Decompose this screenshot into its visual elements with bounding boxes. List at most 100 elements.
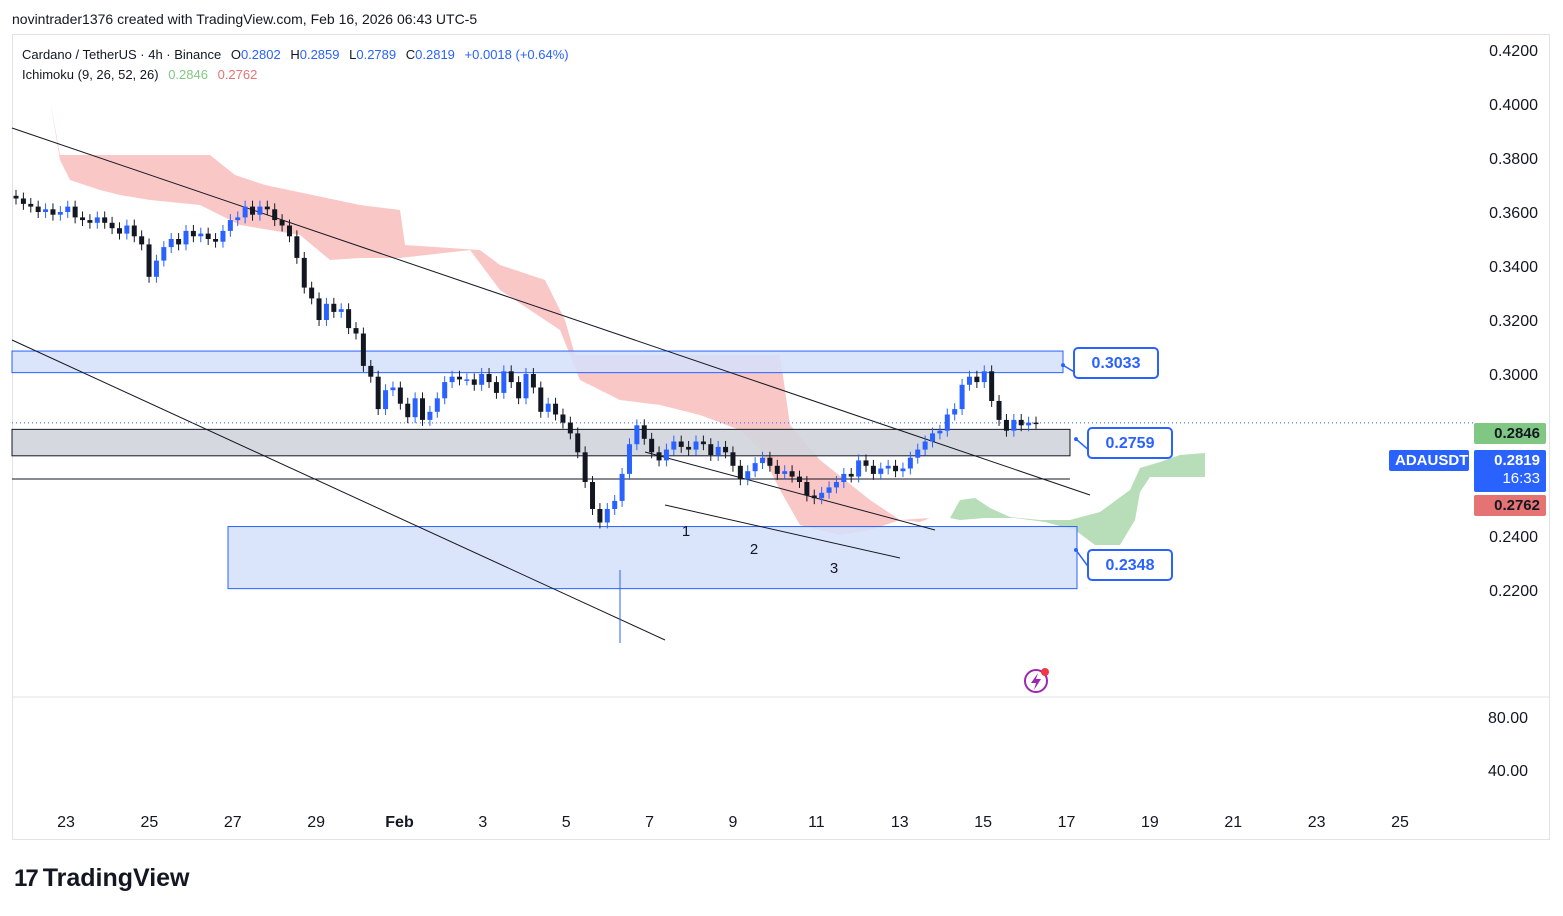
candle-body	[856, 460, 862, 477]
candle-body	[1033, 422, 1039, 425]
candle-body	[966, 376, 972, 385]
candle-body	[952, 409, 958, 415]
chart-credit: novintrader1376 created with TradingView…	[12, 11, 478, 27]
wave-label-3: 3	[830, 560, 838, 577]
candle-body	[456, 376, 462, 380]
candle-body	[250, 206, 256, 215]
candle-body	[930, 433, 936, 442]
candle-body	[538, 387, 544, 412]
candle-body	[434, 398, 440, 412]
candle-body	[383, 390, 389, 410]
zone-resistance	[11, 350, 1064, 374]
candle-body	[368, 365, 374, 377]
candle-body	[57, 212, 63, 215]
candle-body	[139, 236, 145, 245]
legend-row-indicator: Ichimoku (9, 26, 52, 26) 0.2846 0.2762	[22, 65, 575, 85]
x-tick-label: 21	[1224, 814, 1242, 831]
tradingview-logo[interactable]: 17 TradingView	[14, 864, 190, 893]
ichimoku-span-b-value: 0.2762	[217, 67, 258, 82]
candle-body	[486, 374, 492, 383]
tradingview-wordmark: TradingView	[42, 864, 190, 892]
candle-body	[878, 468, 884, 474]
zones	[11, 350, 1078, 590]
candle-body	[316, 298, 322, 320]
y-tick-label: 0.2200	[1489, 583, 1538, 600]
candle-body	[1018, 419, 1024, 426]
osc-tick-label: 80.00	[1488, 710, 1528, 727]
candle-body	[257, 206, 263, 215]
low-label: L	[349, 47, 357, 62]
ichimoku-cloud	[12, 100, 1205, 545]
callout-box	[1087, 427, 1173, 459]
candle-body	[567, 422, 573, 434]
y-tick-label: 0.3400	[1489, 259, 1538, 276]
legend-close: C0.2819	[406, 47, 455, 62]
candle-body	[227, 220, 233, 231]
candle-body	[634, 425, 640, 445]
x-tick-label: 19	[1141, 814, 1159, 831]
candle-body	[819, 492, 825, 499]
candle-body	[323, 303, 329, 320]
candle-body	[80, 217, 86, 221]
x-tick-label: 7	[645, 814, 654, 831]
indicator-name[interactable]: Ichimoku (9, 26, 52, 26)	[22, 67, 159, 82]
candle-body	[700, 441, 706, 445]
candle-body	[20, 198, 26, 204]
candle-body	[1026, 422, 1032, 426]
x-tick-label: 13	[891, 814, 909, 831]
candle-body	[360, 333, 366, 366]
candle-body	[242, 206, 248, 218]
candle-body	[937, 430, 943, 434]
candle-body	[752, 463, 758, 472]
candle-body	[190, 230, 196, 237]
x-tick-label: 25	[140, 814, 158, 831]
candle-body	[183, 230, 189, 245]
candle-body	[656, 452, 662, 461]
low-value: 0.2789	[356, 47, 397, 62]
span-a-badge: 0.2846	[1474, 423, 1546, 444]
candle-body	[641, 425, 647, 439]
x-tick-label: 25	[1391, 814, 1409, 831]
candles	[13, 189, 1039, 529]
candle-body	[294, 236, 300, 258]
candle-body	[590, 482, 596, 509]
callout-anchor	[1061, 363, 1065, 368]
candle-body	[168, 239, 174, 248]
candle-body	[124, 225, 130, 234]
candle-body	[811, 495, 817, 499]
ichimoku-span-a-value: 0.2846	[168, 67, 208, 82]
candle-body	[235, 217, 241, 221]
candle-body	[915, 449, 921, 458]
legend-high: H0.2859	[290, 47, 339, 62]
candle-body	[745, 471, 751, 480]
candle-body	[471, 379, 477, 385]
candle-body	[1011, 419, 1017, 431]
candle-body	[279, 220, 285, 226]
candle-body	[213, 239, 219, 242]
tradingview-logo-icon: 17	[14, 864, 39, 892]
y-tick-label: 0.3600	[1489, 205, 1538, 222]
bar-countdown: 16:33	[1502, 470, 1540, 487]
candle-body	[545, 403, 551, 412]
candle-body	[390, 387, 396, 391]
candle-body	[663, 449, 669, 461]
x-tick-label: 15	[974, 814, 992, 831]
candle-body	[72, 206, 78, 218]
candle-body	[575, 433, 581, 453]
open-label: O	[230, 47, 241, 62]
candle-body	[870, 465, 876, 474]
chart-legend: Cardano / TetherUS · 4h · Binance O0.280…	[22, 45, 575, 85]
candle-body	[760, 457, 766, 464]
x-tick-label: 11	[808, 814, 825, 831]
candle-body	[708, 444, 714, 455]
candle-body	[493, 382, 499, 393]
notification-dot-icon	[1041, 668, 1049, 676]
candle-body	[671, 441, 677, 450]
open-value: 0.2802	[240, 47, 281, 62]
x-tick-label: 29	[307, 814, 325, 831]
callout-anchor	[1074, 437, 1078, 442]
candle-body	[516, 382, 522, 399]
legend-symbol[interactable]: Cardano / TetherUS · 4h · Binance	[22, 47, 222, 62]
candle-body	[619, 473, 625, 501]
